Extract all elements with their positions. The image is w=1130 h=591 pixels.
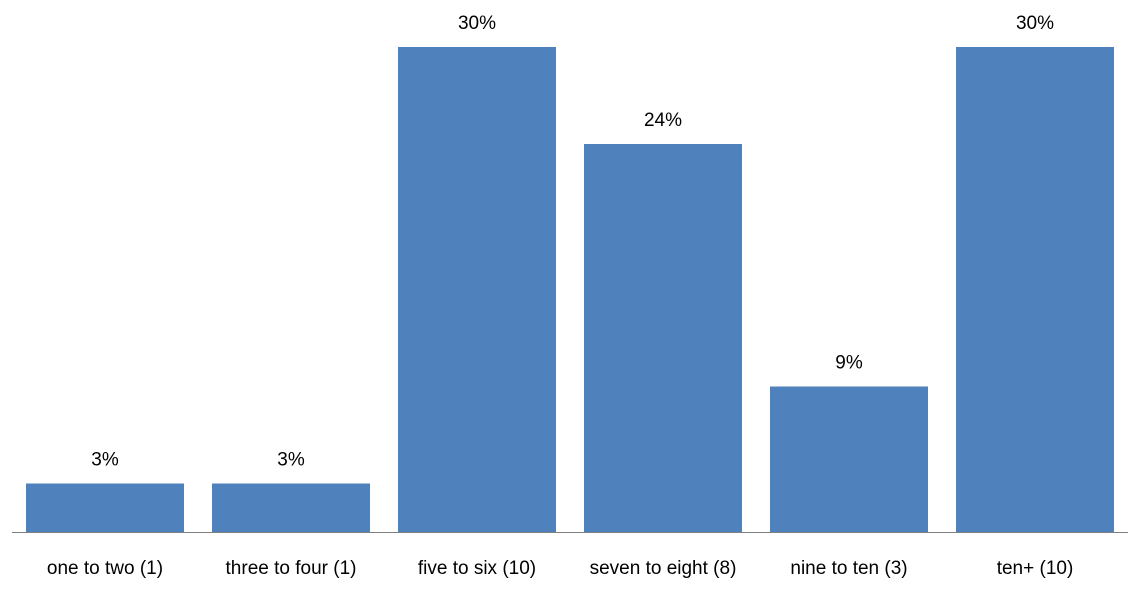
bars-layer [26, 47, 1114, 532]
bar-value-label-1: 3% [277, 450, 305, 471]
category-label-0: one to two (1) [47, 558, 163, 579]
bar-value-label-3: 24% [644, 110, 682, 131]
category-labels-layer: one to two (1) three to four (1) five to s… [47, 558, 1073, 579]
bar-value-label-0: 3% [91, 450, 119, 471]
bar-value-label-5: 30% [1016, 13, 1054, 34]
category-label-2: five to six (10) [418, 558, 536, 579]
bar-value-label-2: 30% [458, 13, 496, 34]
category-label-4: nine to ten (3) [790, 558, 907, 579]
category-label-3: seven to eight (8) [590, 558, 737, 579]
bar-3 [584, 144, 742, 532]
bar-1 [212, 483, 370, 532]
bar-0 [26, 483, 184, 532]
bar-2 [398, 47, 556, 532]
category-label-5: ten+ (10) [997, 558, 1074, 579]
bar-value-label-4: 9% [835, 353, 863, 374]
bar-5 [956, 47, 1114, 532]
value-labels-layer: 3% 3% 30% 24% 9% 30% [91, 13, 1054, 471]
bar-4 [770, 386, 928, 532]
category-label-1: three to four (1) [226, 558, 357, 579]
